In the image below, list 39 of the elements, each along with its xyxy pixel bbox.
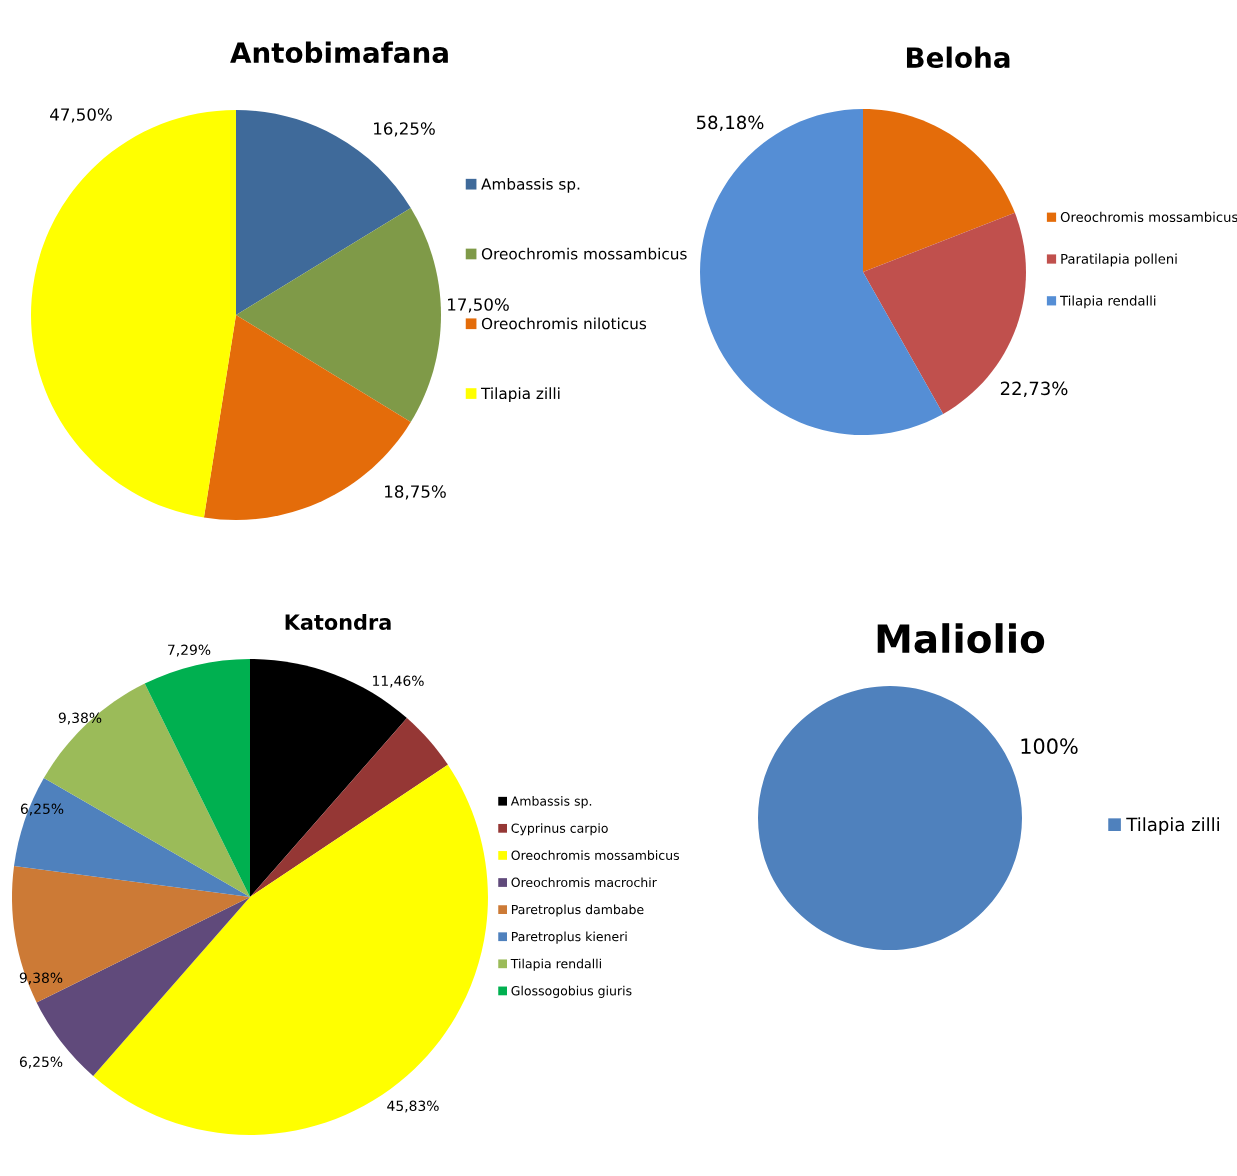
data-label: 7,29% xyxy=(168,644,211,657)
chart-title: Beloha xyxy=(906,46,1010,69)
legend-label: Paratilapia polleni xyxy=(1061,253,1177,267)
legend-label: Oreochromis mossambicus xyxy=(481,247,687,260)
data-label: 22,73% xyxy=(1000,381,1068,398)
data-label: 47,50% xyxy=(50,108,112,123)
pie-slice xyxy=(14,778,250,897)
data-label: 6,25% xyxy=(19,1056,63,1069)
data-label: 58,18% xyxy=(696,115,764,132)
data-label: 100% xyxy=(1021,738,1078,755)
legend-label: Paretroplus dambabe xyxy=(511,904,644,917)
legend-label: Cyprinus carpio xyxy=(511,823,608,836)
legend-label: Ambassis sp. xyxy=(510,796,592,809)
legend-label: Ambassis sp. xyxy=(481,177,580,193)
data-label: 18,75% xyxy=(385,485,446,500)
legend-label: Tilapia zilli xyxy=(1126,817,1219,835)
chart-title: Antobimafana xyxy=(230,41,448,64)
legend-label: Oreochromis mossambicus xyxy=(1060,211,1237,223)
pie-slice xyxy=(863,109,1015,272)
pie-slice xyxy=(250,718,448,897)
pie-slice xyxy=(144,659,250,897)
data-label: 17,50% xyxy=(448,298,509,313)
legend-label: Paretroplus kieneri xyxy=(511,931,627,944)
legend-label: Glossogobius giuris xyxy=(511,985,632,998)
chart-title: Katondra xyxy=(285,613,391,631)
legend-label: Tilapia zilli xyxy=(480,387,560,403)
pie-slice xyxy=(93,764,488,1135)
data-label: 45,83% xyxy=(387,1100,439,1113)
legend-label: Tilapia rendalli xyxy=(1060,295,1156,309)
legend-label: Oreochromis mossambicus xyxy=(511,850,680,860)
pie-slice xyxy=(31,110,236,518)
legend-label: Tilapia rendalli xyxy=(510,958,601,971)
chart-title: Maliolio xyxy=(877,623,1045,654)
pie-slice xyxy=(12,865,250,1003)
legend-label: Oreochromis macrochir xyxy=(511,877,657,888)
data-label: 11,46% xyxy=(373,675,424,688)
pie-slice xyxy=(236,207,441,423)
legend-label: Oreochromis niloticus xyxy=(481,317,647,330)
data-label: 16,25% xyxy=(374,122,435,137)
